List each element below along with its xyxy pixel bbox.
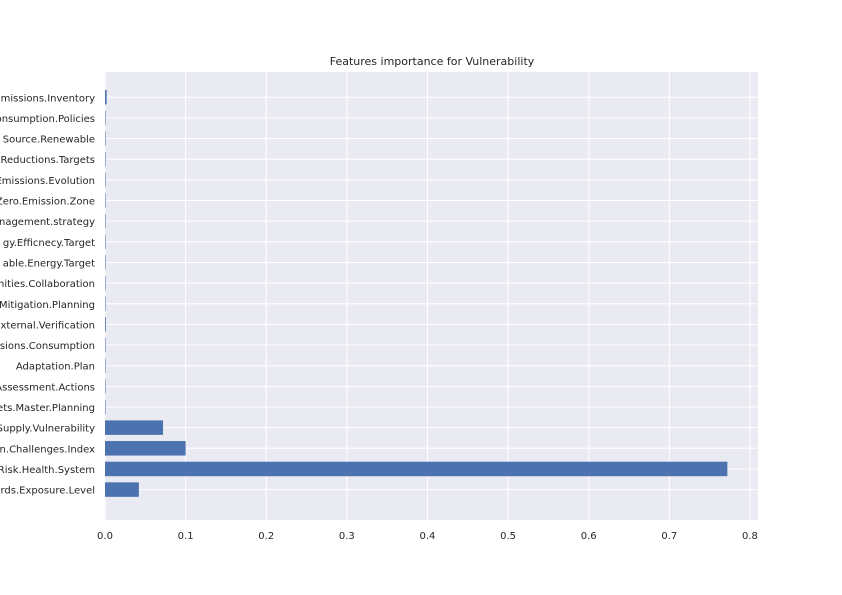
y-tick-label: rds.Exposure.Level bbox=[0, 486, 95, 497]
bar bbox=[105, 255, 106, 270]
y-tick-label: able.Energy.Target bbox=[3, 258, 95, 269]
y-tick-label: Mitigation.Planning bbox=[0, 300, 95, 311]
x-tick-label: 0.0 bbox=[97, 531, 113, 542]
bar bbox=[105, 90, 107, 105]
bar bbox=[105, 275, 106, 291]
x-tick-label: 0.6 bbox=[581, 531, 597, 542]
y-tick-label: External.Verification bbox=[0, 320, 95, 331]
y-tick-label: Adaptation.Plan bbox=[16, 362, 95, 373]
bar bbox=[105, 193, 106, 208]
x-tick-label: 0.8 bbox=[742, 531, 758, 542]
bar bbox=[105, 461, 728, 477]
bar bbox=[105, 441, 186, 456]
bar bbox=[105, 379, 106, 394]
bar bbox=[105, 358, 106, 373]
bar bbox=[105, 234, 106, 250]
y-tick-labels: Emissions.Inventory onsumption.Policies So… bbox=[0, 93, 95, 496]
y-tick-label: Supply.Vulnerability bbox=[0, 424, 95, 435]
bar bbox=[105, 131, 106, 146]
bar bbox=[105, 213, 106, 229]
bar bbox=[105, 172, 106, 188]
bar bbox=[105, 151, 106, 167]
x-tick-label: 0.1 bbox=[178, 531, 194, 542]
y-tick-label: Emissions.Inventory bbox=[0, 93, 95, 104]
x-tick-labels: 0.0 0.1 0.2 0.3 0.4 0.5 0.6 0.7 0.8 bbox=[97, 531, 758, 542]
y-tick-label: Emissions.Evolution bbox=[0, 176, 95, 187]
grid-lines bbox=[104, 72, 758, 520]
y-tick-label: Zero.Emission.Zone bbox=[0, 197, 95, 208]
bar bbox=[105, 296, 106, 311]
bars bbox=[105, 90, 728, 497]
x-tick-label: 0.5 bbox=[500, 531, 516, 542]
y-tick-label: Source.Renewable bbox=[3, 135, 95, 146]
x-tick-label: 0.2 bbox=[258, 531, 274, 542]
y-tick-label: Assessment.Actions bbox=[0, 382, 95, 393]
y-tick-label: anagement.strategy bbox=[0, 217, 95, 228]
bar bbox=[105, 399, 106, 415]
y-tick-label: ets.Master.Planning bbox=[0, 403, 95, 414]
bar bbox=[105, 317, 106, 332]
y-tick-label: Risk.Health.System bbox=[0, 465, 95, 476]
y-tick-label: nities.Collaboration bbox=[0, 279, 95, 290]
y-tick-label: gy.Efficnecy.Target bbox=[3, 238, 95, 249]
bar bbox=[105, 420, 164, 435]
y-tick-label: on.Challenges.Index bbox=[0, 444, 95, 455]
y-tick-label: Reductions.Targets bbox=[0, 155, 95, 166]
plot-background bbox=[105, 72, 758, 520]
bar bbox=[105, 337, 106, 353]
bar bbox=[105, 482, 139, 497]
y-tick-label: ssions.Consumption bbox=[0, 341, 95, 352]
chart-title: Features importance for Vulnerability bbox=[330, 55, 535, 68]
x-tick-label: 0.4 bbox=[420, 531, 436, 542]
y-tick-label: onsumption.Policies bbox=[0, 114, 95, 125]
bar bbox=[105, 110, 106, 126]
x-tick-label: 0.3 bbox=[339, 531, 355, 542]
x-tick-label: 0.7 bbox=[661, 531, 677, 542]
